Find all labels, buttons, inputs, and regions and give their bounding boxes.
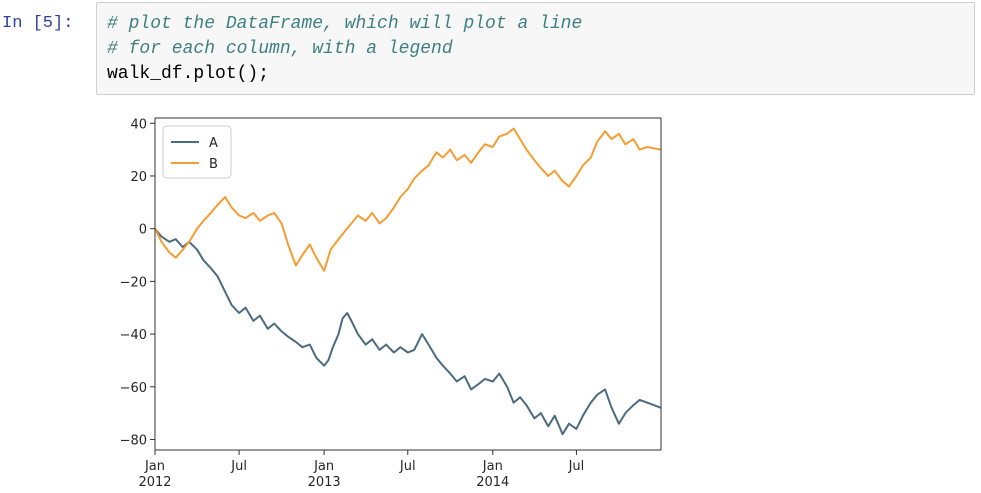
x-tick-label: Jul	[230, 459, 247, 474]
x-tick-label: Jan	[144, 459, 165, 474]
x-tick-label: Jan	[313, 459, 334, 474]
x-tick-label: Jul	[568, 459, 585, 474]
y-tick-label: −80	[120, 433, 147, 448]
legend-label-b: B	[209, 157, 218, 172]
series-a-line	[154, 228, 662, 436]
y-tick-label: −60	[120, 381, 147, 396]
code-line-comment-2: # for each column, with a legend	[107, 39, 453, 59]
code-line-comment-1: # plot the DataFrame, which will plot a …	[107, 14, 583, 34]
cell-prompt: In [5]:	[2, 14, 74, 33]
y-tick-label: −40	[120, 328, 147, 343]
x-tick-year-label: 2012	[138, 475, 171, 490]
legend-box	[162, 125, 232, 179]
legend-label-a: A	[209, 136, 218, 151]
y-tick-label: 20	[130, 170, 147, 185]
x-tick-label: Jan	[482, 459, 503, 474]
y-tick-label: 0	[139, 223, 147, 238]
x-tick-year-label: 2014	[476, 475, 509, 490]
code-line-statement: walk_df.plot();	[107, 64, 270, 84]
series-b-line	[154, 127, 662, 272]
x-tick-label: Jul	[399, 459, 416, 474]
x-tick-year-label: 2013	[308, 475, 341, 490]
y-tick-label: 40	[130, 117, 147, 132]
y-tick-label: −20	[120, 275, 147, 290]
code-cell-editor[interactable]: # plot the DataFrame, which will plot a …	[96, 2, 975, 95]
